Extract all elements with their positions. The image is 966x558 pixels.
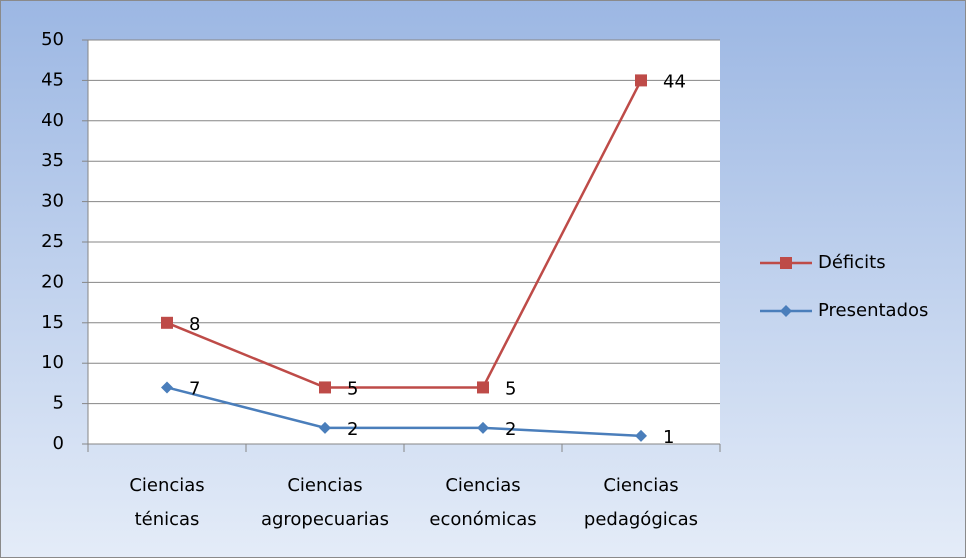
marker: [319, 381, 331, 394]
marker: [780, 257, 792, 269]
legend-label: Déficits: [818, 252, 886, 273]
data-label: 5: [347, 378, 358, 399]
marker: [477, 421, 489, 434]
series-line: [166, 79, 643, 389]
data-label: 8: [189, 314, 200, 335]
marker: [319, 421, 331, 434]
data-label: 44: [663, 71, 686, 92]
y-tick-label: 10: [41, 352, 64, 373]
data-label: 5: [505, 378, 516, 399]
y-tick-label: 35: [41, 150, 64, 171]
data-label: 2: [347, 419, 358, 440]
y-tick-label: 25: [41, 231, 64, 252]
marker: [161, 381, 173, 394]
marker: [477, 381, 489, 394]
y-tick-label: 40: [41, 110, 64, 131]
y-tick-label: 30: [41, 191, 64, 212]
x-tick-label: Ciencias ténicas: [129, 475, 204, 530]
y-tick-label: 5: [53, 393, 64, 414]
marker: [780, 305, 792, 317]
y-tick-label: 15: [41, 312, 64, 333]
marker: [635, 74, 647, 87]
x-tick-label: Ciencias económicas: [429, 475, 536, 530]
data-label: 7: [189, 378, 200, 399]
y-tick-label: 20: [41, 271, 64, 292]
data-label: 1: [663, 427, 674, 448]
data-label: 2: [505, 419, 516, 440]
y-tick-label: 0: [53, 433, 64, 454]
marker: [161, 316, 173, 329]
x-tick-label: Ciencias pedagógicas: [584, 475, 698, 530]
x-tick-label: Ciencias agropecuarias: [261, 475, 389, 530]
legend-label: Presentados: [818, 300, 928, 321]
marker: [635, 429, 647, 442]
y-tick-label: 50: [41, 29, 64, 50]
y-tick-label: 45: [41, 69, 64, 90]
series-line: [166, 386, 642, 438]
